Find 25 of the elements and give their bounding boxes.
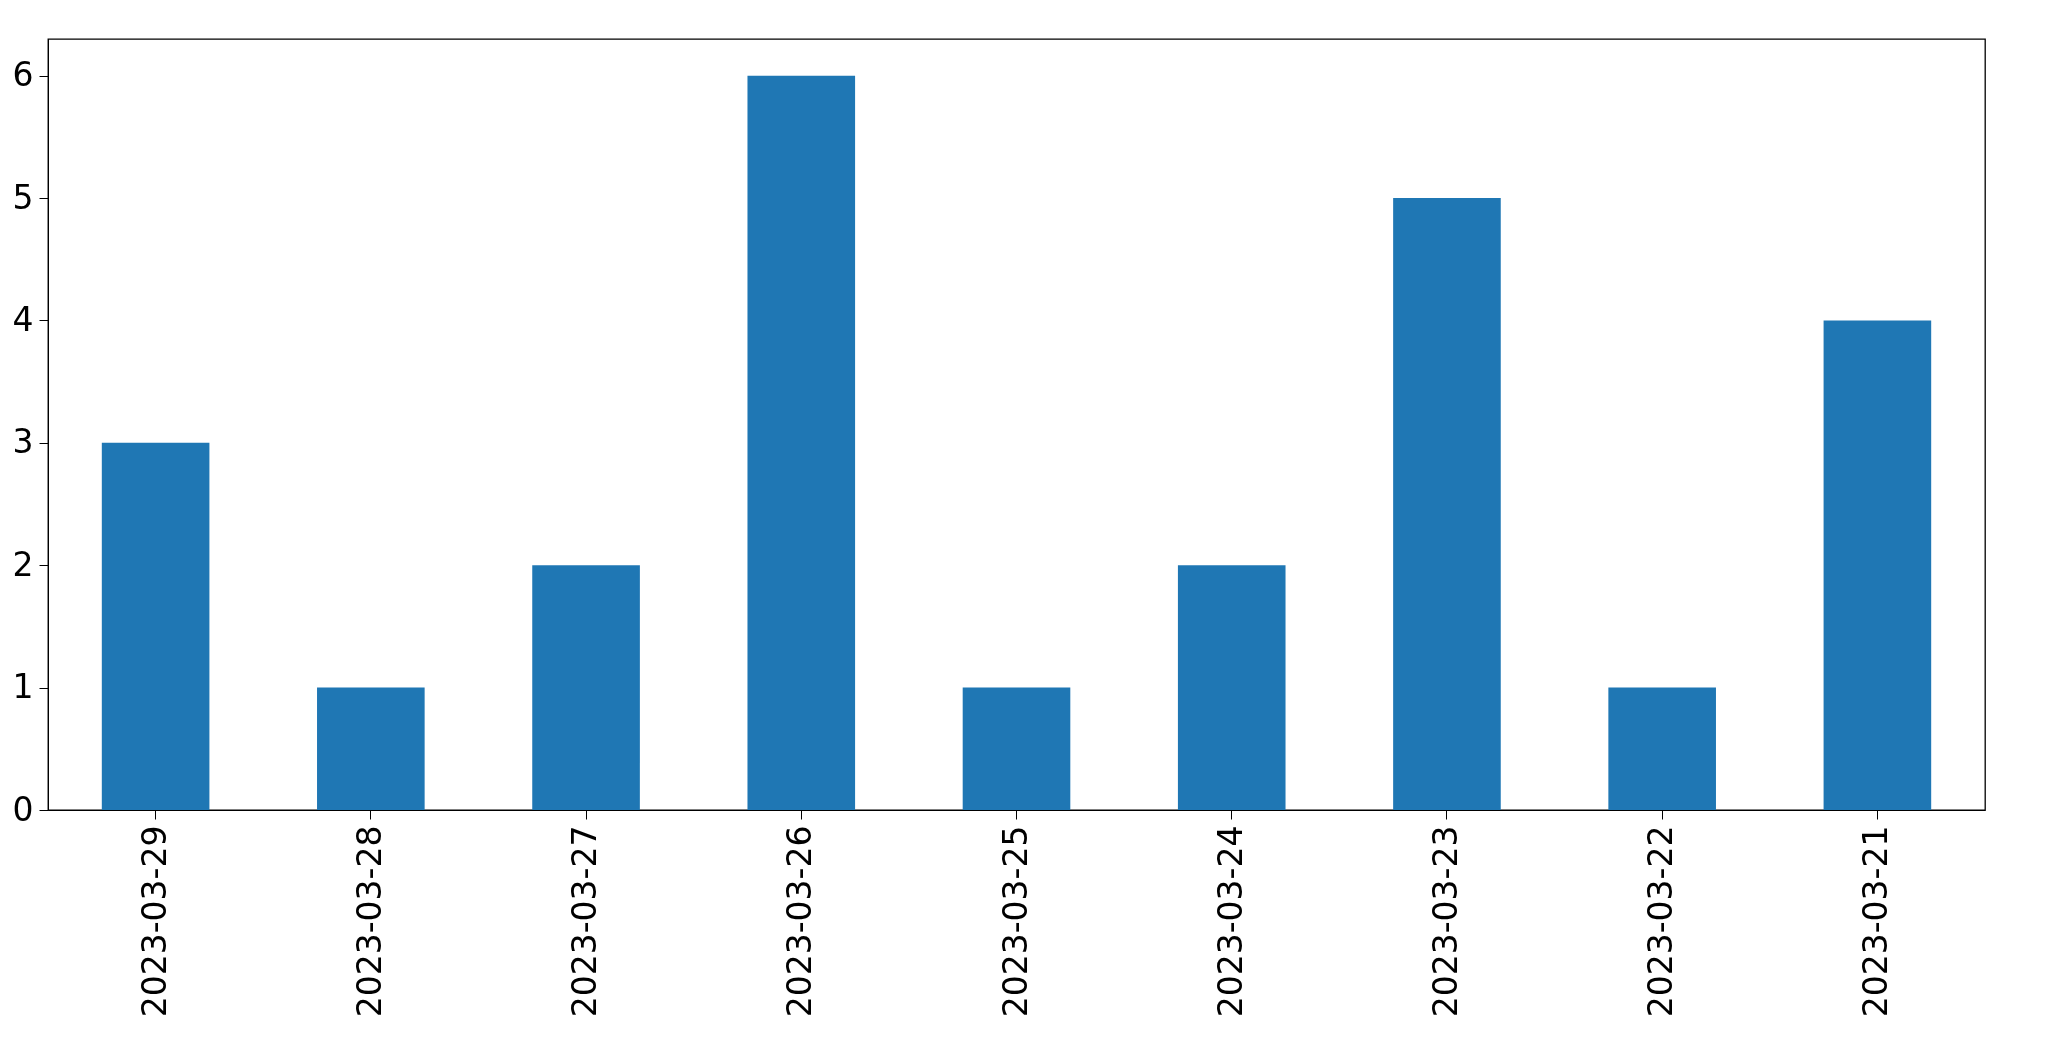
y-tick-label: 4 <box>12 299 34 339</box>
y-tick-label: 2 <box>12 544 34 584</box>
y-tick-label: 1 <box>12 667 34 707</box>
x-tick-label: 2023-03-27 <box>565 825 605 1018</box>
x-tick-label: 2023-03-25 <box>995 825 1035 1018</box>
bar <box>1608 687 1716 810</box>
x-tick-label: 2023-03-26 <box>780 825 820 1018</box>
bar <box>532 565 640 810</box>
bar <box>317 687 425 810</box>
bar <box>1823 320 1932 810</box>
x-tick-label: 2023-03-22 <box>1641 825 1681 1018</box>
x-tick-label: 2023-03-29 <box>134 825 174 1018</box>
y-tick-label: 0 <box>12 789 34 829</box>
x-tick-label: 2023-03-21 <box>1856 825 1896 1018</box>
y-tick-label: 3 <box>12 422 34 462</box>
x-tick-label: 2023-03-24 <box>1210 825 1250 1018</box>
y-tick-label: 6 <box>12 55 34 95</box>
bar <box>101 442 210 810</box>
bar <box>1393 198 1501 810</box>
bar <box>747 75 856 810</box>
y-tick-label: 5 <box>12 177 34 217</box>
x-tick-label: 2023-03-23 <box>1425 825 1465 1018</box>
bar <box>1177 565 1286 810</box>
x-tick-label: 2023-03-28 <box>349 825 389 1018</box>
bar <box>962 687 1071 810</box>
